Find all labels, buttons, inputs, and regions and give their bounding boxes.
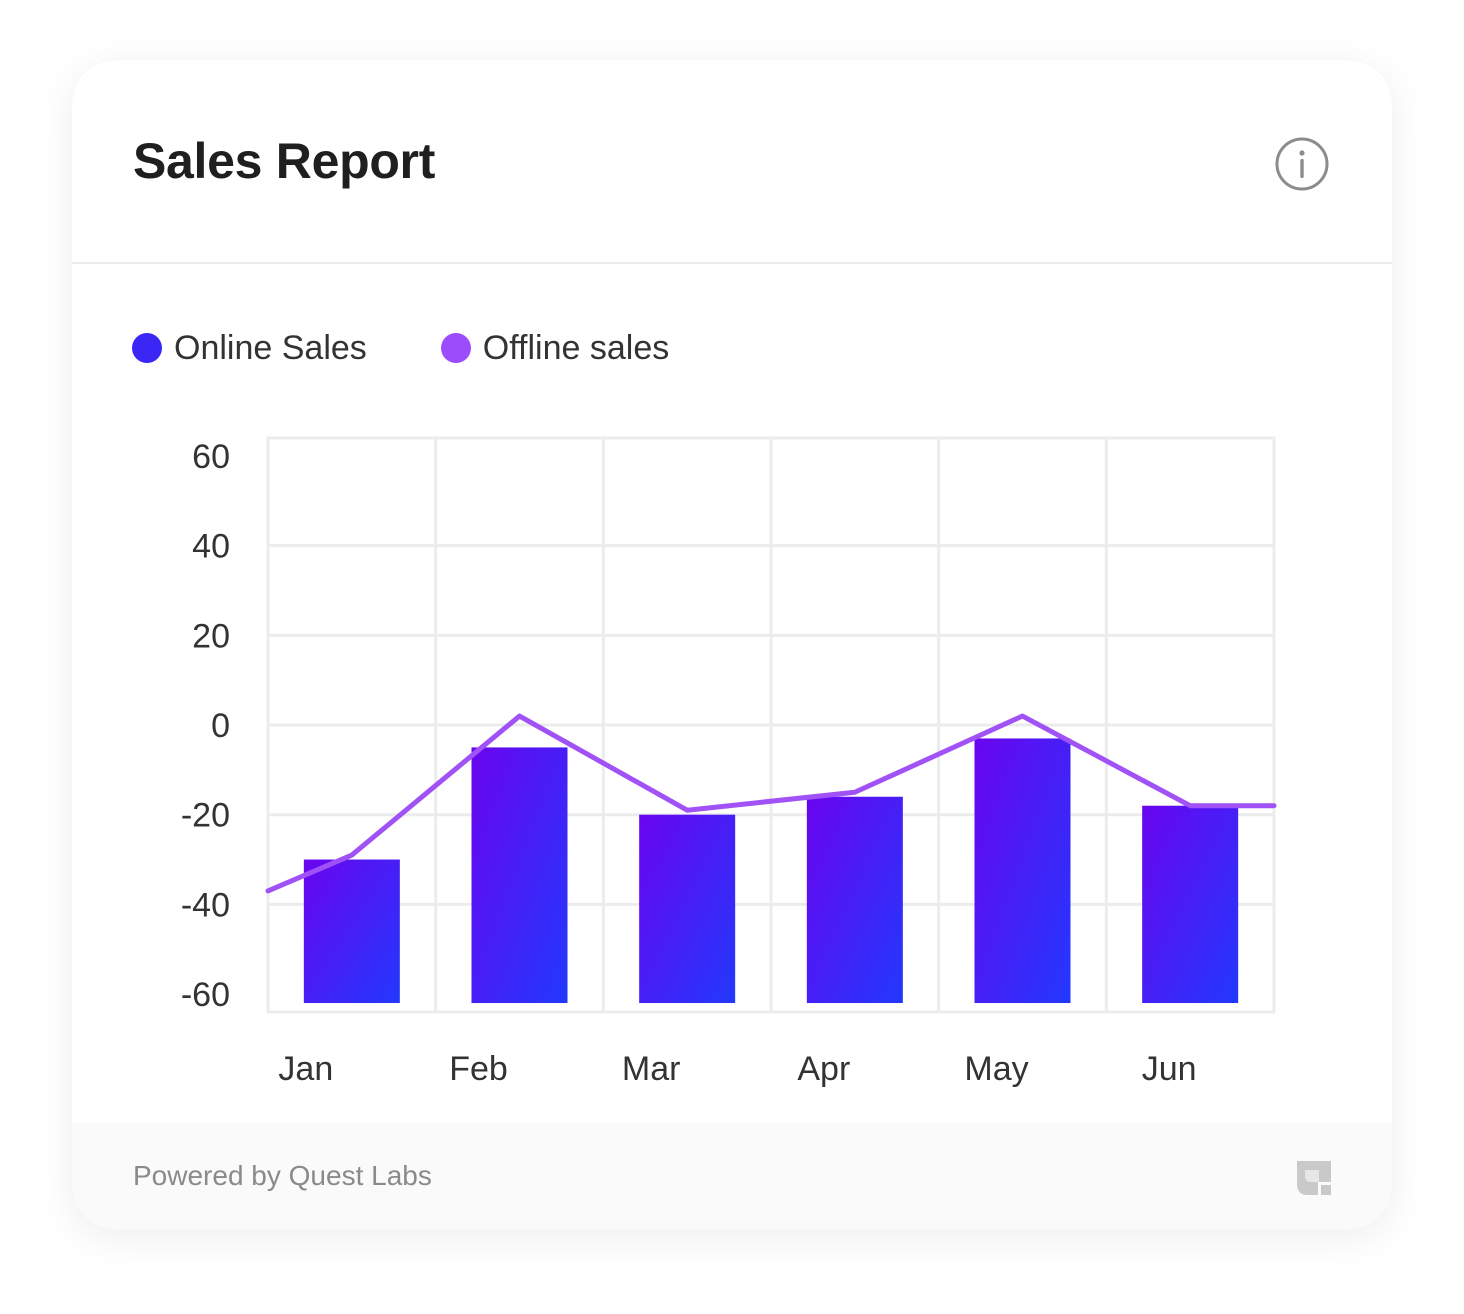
y-tick-label: 60	[192, 438, 230, 476]
legend-dot-offline-sales	[440, 333, 471, 363]
y-tick-label: 0	[211, 707, 230, 745]
y-axis: 60 40 20 0 -20 -40 -60	[181, 438, 230, 1014]
x-tick-label: Jun	[1142, 1050, 1197, 1088]
bar-online-sales-jan[interactable]	[303, 859, 400, 1004]
legend-label: Offline sales	[482, 328, 670, 367]
page-title: Sales Report	[133, 133, 436, 189]
x-tick-label: Mar	[622, 1050, 681, 1088]
x-tick-label: May	[964, 1050, 1028, 1088]
y-tick-label: 20	[192, 617, 230, 655]
x-tick-label: Apr	[797, 1050, 850, 1088]
bar-online-sales-feb[interactable]	[471, 747, 568, 1004]
y-tick-label: -60	[181, 976, 230, 1014]
x-tick-label: Jan	[278, 1050, 333, 1088]
online-sales-bars	[303, 738, 1239, 1004]
line-offline-sales[interactable]	[265, 713, 1277, 894]
bar-online-sales-apr[interactable]	[806, 796, 903, 1004]
legend-item-offline-sales[interactable]: Offline sales	[440, 328, 670, 368]
y-tick-label: -40	[181, 886, 230, 924]
chart-grid	[266, 436, 1276, 1014]
bar-online-sales-mar[interactable]	[639, 814, 736, 1004]
x-tick-label: Feb	[449, 1050, 508, 1088]
x-axis: Jan Feb Mar Apr May Jun	[278, 1050, 1196, 1088]
card-header: Sales Report	[72, 60, 1392, 264]
legend-dot-online-sales	[132, 333, 162, 363]
info-icon[interactable]	[1274, 136, 1330, 192]
y-tick-label: -20	[181, 797, 230, 835]
offline-sales-line	[265, 713, 1277, 894]
sales-report-card: Sales Report Online Sales Offline sales …	[72, 60, 1392, 1230]
powered-by-text: Powered by Quest Labs	[133, 1160, 432, 1191]
chart-legend: Online Sales Offline sales	[132, 328, 743, 368]
y-tick-label: 40	[192, 528, 230, 566]
quest-logo-icon[interactable]	[1294, 1158, 1334, 1198]
legend-label: Online Sales	[174, 328, 367, 367]
legend-item-online-sales[interactable]: Online Sales	[132, 329, 367, 368]
bar-online-sales-jun[interactable]	[1142, 805, 1239, 1004]
card-footer: Powered by Quest Labs	[72, 1122, 1392, 1230]
sales-chart: 60 40 20 0 -20 -40 -60 Jan Feb Mar Apr May Jun	[181, 436, 1277, 1088]
bar-online-sales-may[interactable]	[974, 738, 1071, 1004]
